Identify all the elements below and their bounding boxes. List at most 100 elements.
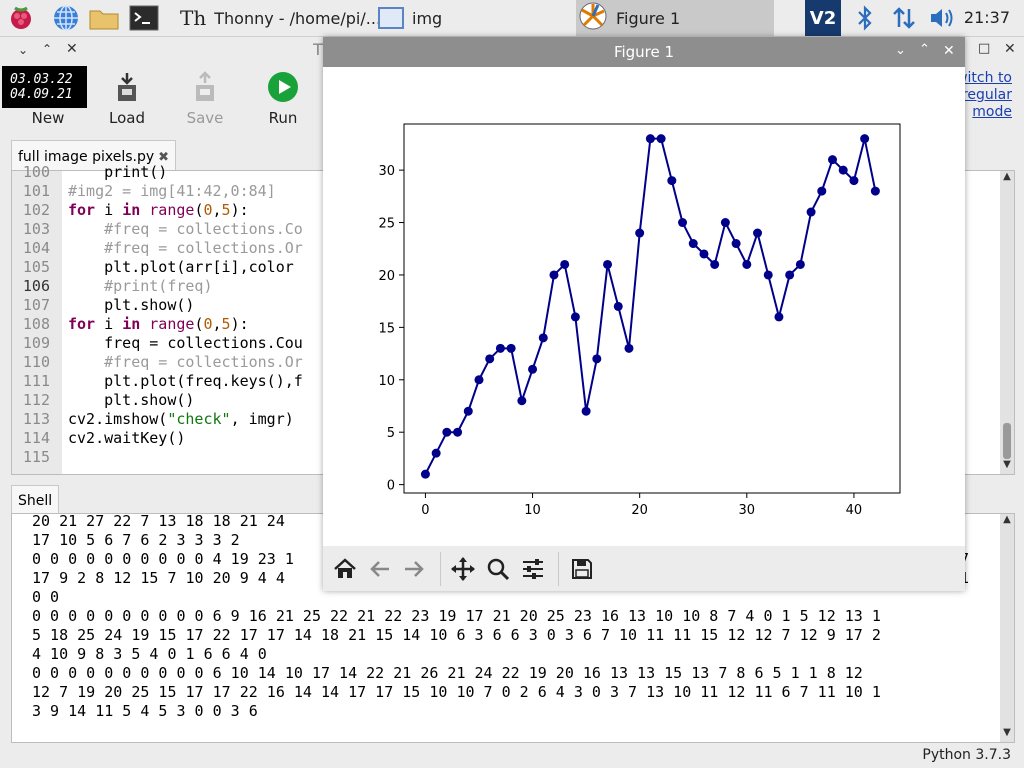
scroll-up-icon[interactable]: ▲: [1003, 171, 1011, 182]
data-point: [817, 186, 827, 196]
data-point: [485, 354, 495, 364]
taskbar: Th Thonny - /home/pi/... img Figure 1 V2…: [0, 0, 1024, 37]
data-point: [420, 469, 430, 479]
switch-mode-link[interactable]: witch to regular mode: [940, 70, 1012, 121]
maximize-icon[interactable]: □: [978, 41, 991, 56]
code-line: #freq = collections.Or: [68, 239, 303, 257]
network-icon[interactable]: [891, 5, 917, 35]
zoom-icon[interactable]: [485, 556, 511, 582]
data-point: [678, 218, 688, 228]
close-icon[interactable]: ✕: [1004, 41, 1016, 57]
data-point: [538, 333, 548, 343]
forward-icon[interactable]: [401, 556, 427, 582]
y-tick-label: 25: [378, 217, 395, 232]
terminal-icon[interactable]: [128, 2, 160, 34]
data-point: [624, 343, 634, 353]
figure-toolbar: [323, 546, 965, 591]
line-chart[interactable]: 0 10 20 30 40 0 5 10 15 20 25 30: [323, 67, 965, 546]
scroll-up-icon[interactable]: ▲: [1003, 514, 1011, 525]
line-number: 109: [22, 334, 50, 352]
line-number: 107: [22, 296, 50, 314]
folder-icon[interactable]: [88, 2, 120, 34]
toolbar-separator: [558, 552, 559, 586]
vnc-icon[interactable]: V2: [805, 0, 841, 36]
data-point: [506, 343, 516, 353]
save-button[interactable]: Save: [186, 109, 224, 127]
data-point: [742, 259, 752, 269]
line-number-gutter: 100 101 102 103 104 105 106 107 108 109 110 111 112 1…: [12, 163, 62, 474]
data-point: [731, 239, 741, 249]
code-line: #freq = collections.Or: [68, 353, 303, 371]
chevron-down-icon[interactable]: ⌄: [895, 43, 906, 58]
thonny-icon: Th: [180, 6, 207, 30]
tab-label: Shell: [18, 493, 53, 509]
x-tick-label: 0: [421, 503, 429, 518]
chevron-up-icon[interactable]: ⌃: [919, 42, 930, 57]
code-line: print(): [68, 163, 168, 181]
save-icon[interactable]: [569, 556, 595, 582]
tab-editor-file[interactable]: full image pixels.py ✖: [11, 140, 177, 173]
configure-icon[interactable]: [520, 556, 546, 582]
save-icon[interactable]: [190, 71, 220, 109]
data-point: [699, 249, 709, 259]
bluetooth-icon[interactable]: [856, 5, 874, 35]
interpreter-status[interactable]: Python 3.7.3: [922, 747, 1011, 763]
task-thonny[interactable]: Th Thonny - /home/pi/...: [176, 0, 381, 36]
tab-shell[interactable]: Shell: [11, 485, 60, 516]
y-tick-label: 0: [387, 479, 395, 494]
raspberry-menu-icon[interactable]: [5, 2, 37, 34]
new-file-thumbnail-icon[interactable]: 03.03.22 04.09.21: [2, 66, 87, 108]
new-button[interactable]: New: [31, 109, 65, 127]
shell-line: 17 9 2 8 12 15 7 10 20 9 4 4: [32, 569, 285, 587]
switch-mode-line: witch to: [956, 70, 1012, 86]
clock[interactable]: 21:37: [963, 8, 1010, 27]
x-tick-label: 20: [631, 503, 648, 518]
shell-scrollbar[interactable]: ▲ ▼: [1000, 514, 1014, 742]
back-icon[interactable]: [367, 556, 393, 582]
line-number: 110: [22, 353, 50, 371]
code-line: for i in range(0,5):: [68, 201, 249, 219]
data-point: [635, 228, 645, 238]
close-icon[interactable]: ✕: [66, 41, 78, 57]
shell-line: 12 7 19 20 25 15 17 17 22 16 14 14 17 17…: [32, 683, 881, 701]
data-point: [570, 312, 580, 322]
scroll-down-icon[interactable]: ▼: [1003, 727, 1011, 738]
shell-line: 0 0: [32, 588, 60, 606]
x-tick-label: 30: [739, 503, 756, 518]
tab-close-icon[interactable]: ✖: [158, 149, 170, 165]
code-line: #img2 = img[41:42,0:84]: [68, 182, 276, 200]
task-figure[interactable]: Figure 1: [576, 0, 774, 36]
figure-window: Figure 1 ⌄ ⌃ ✕ 0 10 20 30 40 0 5 10 15 20 25 30: [323, 37, 965, 591]
data-point: [656, 134, 666, 144]
code-line: cv2.waitKey(): [68, 429, 186, 447]
data-point: [581, 406, 591, 416]
globe-icon[interactable]: [50, 2, 82, 34]
load-button[interactable]: Load: [109, 109, 145, 127]
run-icon[interactable]: [267, 71, 299, 107]
data-point: [710, 259, 720, 269]
editor-scrollbar[interactable]: ▲ ▼: [1000, 171, 1014, 474]
shell-line: 0 0 0 0 0 0 0 0 0 0 4 19 23 1: [32, 550, 294, 568]
shell-line: 5 18 25 24 19 15 17 22 17 17 14 18 21 15…: [32, 626, 881, 644]
scroll-down-icon[interactable]: ▼: [1003, 459, 1011, 470]
y-tick-label: 15: [378, 321, 395, 336]
data-point: [549, 270, 559, 280]
task-img[interactable]: img: [374, 0, 574, 36]
scroll-thumb[interactable]: [1003, 423, 1011, 459]
data-point: [795, 259, 805, 269]
task-label: Thonny - /home/pi/...: [214, 8, 382, 28]
data-point: [667, 176, 677, 186]
data-point: [645, 134, 655, 144]
home-icon[interactable]: [332, 556, 358, 582]
x-tick-label: 40: [846, 503, 863, 518]
run-button[interactable]: Run: [268, 109, 298, 127]
plot-area: [403, 123, 901, 494]
figure-title: Figure 1: [323, 37, 965, 67]
volume-icon[interactable]: [928, 6, 958, 34]
pan-icon[interactable]: [450, 556, 476, 582]
load-icon[interactable]: [112, 71, 142, 109]
close-icon[interactable]: ✕: [943, 43, 955, 59]
code-line: cv2.imshow("check", imgr): [68, 410, 294, 428]
chevron-down-icon[interactable]: ⌄: [18, 43, 29, 57]
chevron-up-icon[interactable]: ⌃: [42, 42, 53, 56]
